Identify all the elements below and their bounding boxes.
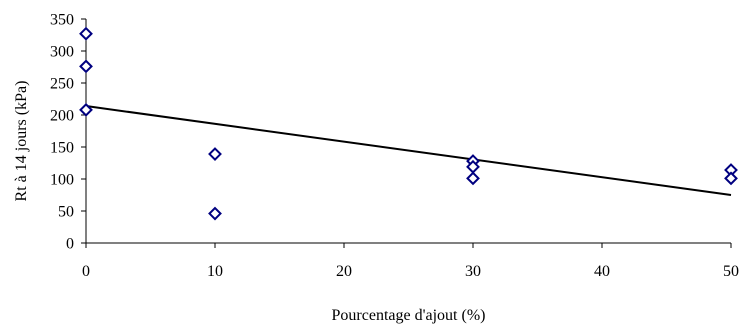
x-tick-label: 20 xyxy=(336,263,352,280)
data-point xyxy=(79,102,93,117)
x-axis: 0 10 20 30 40 50 xyxy=(82,242,739,280)
data-point xyxy=(208,206,222,221)
y-tick-label: 300 xyxy=(50,44,74,61)
x-tick-label: 0 xyxy=(82,263,90,280)
x-axis-title: Pourcentage d'ajout (%) xyxy=(332,307,486,324)
x-tick-label: 30 xyxy=(465,263,481,280)
x-tick-label: 40 xyxy=(594,263,610,280)
trendline xyxy=(85,105,732,196)
data-points xyxy=(79,26,738,221)
data-point xyxy=(79,26,93,41)
x-tick-label: 10 xyxy=(207,263,223,280)
y-tick-label: 350 xyxy=(50,12,74,29)
y-tick-label: 100 xyxy=(50,172,74,189)
y-tick-label: 150 xyxy=(50,140,74,157)
data-point xyxy=(724,171,738,186)
data-point xyxy=(208,147,222,161)
y-tick-label: 50 xyxy=(58,204,74,221)
data-point xyxy=(466,171,480,186)
y-tick-label: 0 xyxy=(66,236,74,253)
y-tick-label: 250 xyxy=(50,76,74,93)
trendline-group xyxy=(85,105,732,196)
data-point xyxy=(79,59,93,74)
y-axis: 0 50 100 150 200 250 300 350 xyxy=(50,12,87,253)
x-tick-label: 50 xyxy=(723,263,739,280)
y-tick-label: 200 xyxy=(50,108,74,125)
y-axis-title: Rt à 14 jours (kPa) xyxy=(13,81,30,202)
